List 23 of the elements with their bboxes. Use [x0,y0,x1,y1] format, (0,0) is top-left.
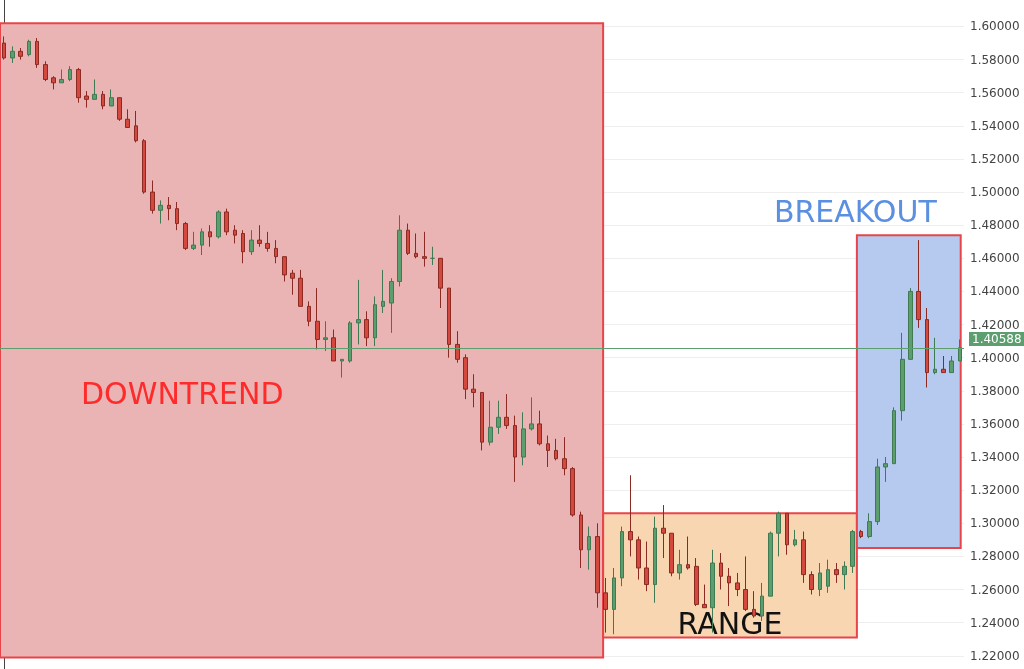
y-tick-label: 1.32000 [970,483,1020,498]
y-tick-label: 1.54000 [970,118,1020,133]
y-tick-label: 1.38000 [970,383,1020,398]
band-label: BREAKOUT [773,193,938,229]
y-tick-label: 1.44000 [970,284,1020,299]
y-tick-label: 1.56000 [970,85,1020,100]
y-tick-label: 1.52000 [970,151,1020,166]
y-tick-label: 1.58000 [970,52,1020,67]
band-label: DOWNTREND [81,375,284,411]
y-tick-label: 1.34000 [970,450,1020,465]
y-tick-label: 1.48000 [970,218,1020,233]
y-tick-label: 1.22000 [970,648,1020,663]
y-tick-label: 1.36000 [970,416,1020,431]
y-tick-label: 1.50000 [970,185,1020,200]
y-tick-label: 1.60000 [970,19,1020,34]
y-tick-label: 1.24000 [970,615,1020,630]
y-tick-label: 1.26000 [970,582,1020,597]
ref-line-label: 1.40588 [972,331,1022,346]
y-tick-label: 1.42000 [970,317,1020,332]
y-tick-label: 1.40000 [970,350,1020,365]
y-tick-label: 1.28000 [970,549,1020,564]
y-tick-label: 1.46000 [970,251,1020,266]
y-tick-label: 1.30000 [970,516,1020,531]
